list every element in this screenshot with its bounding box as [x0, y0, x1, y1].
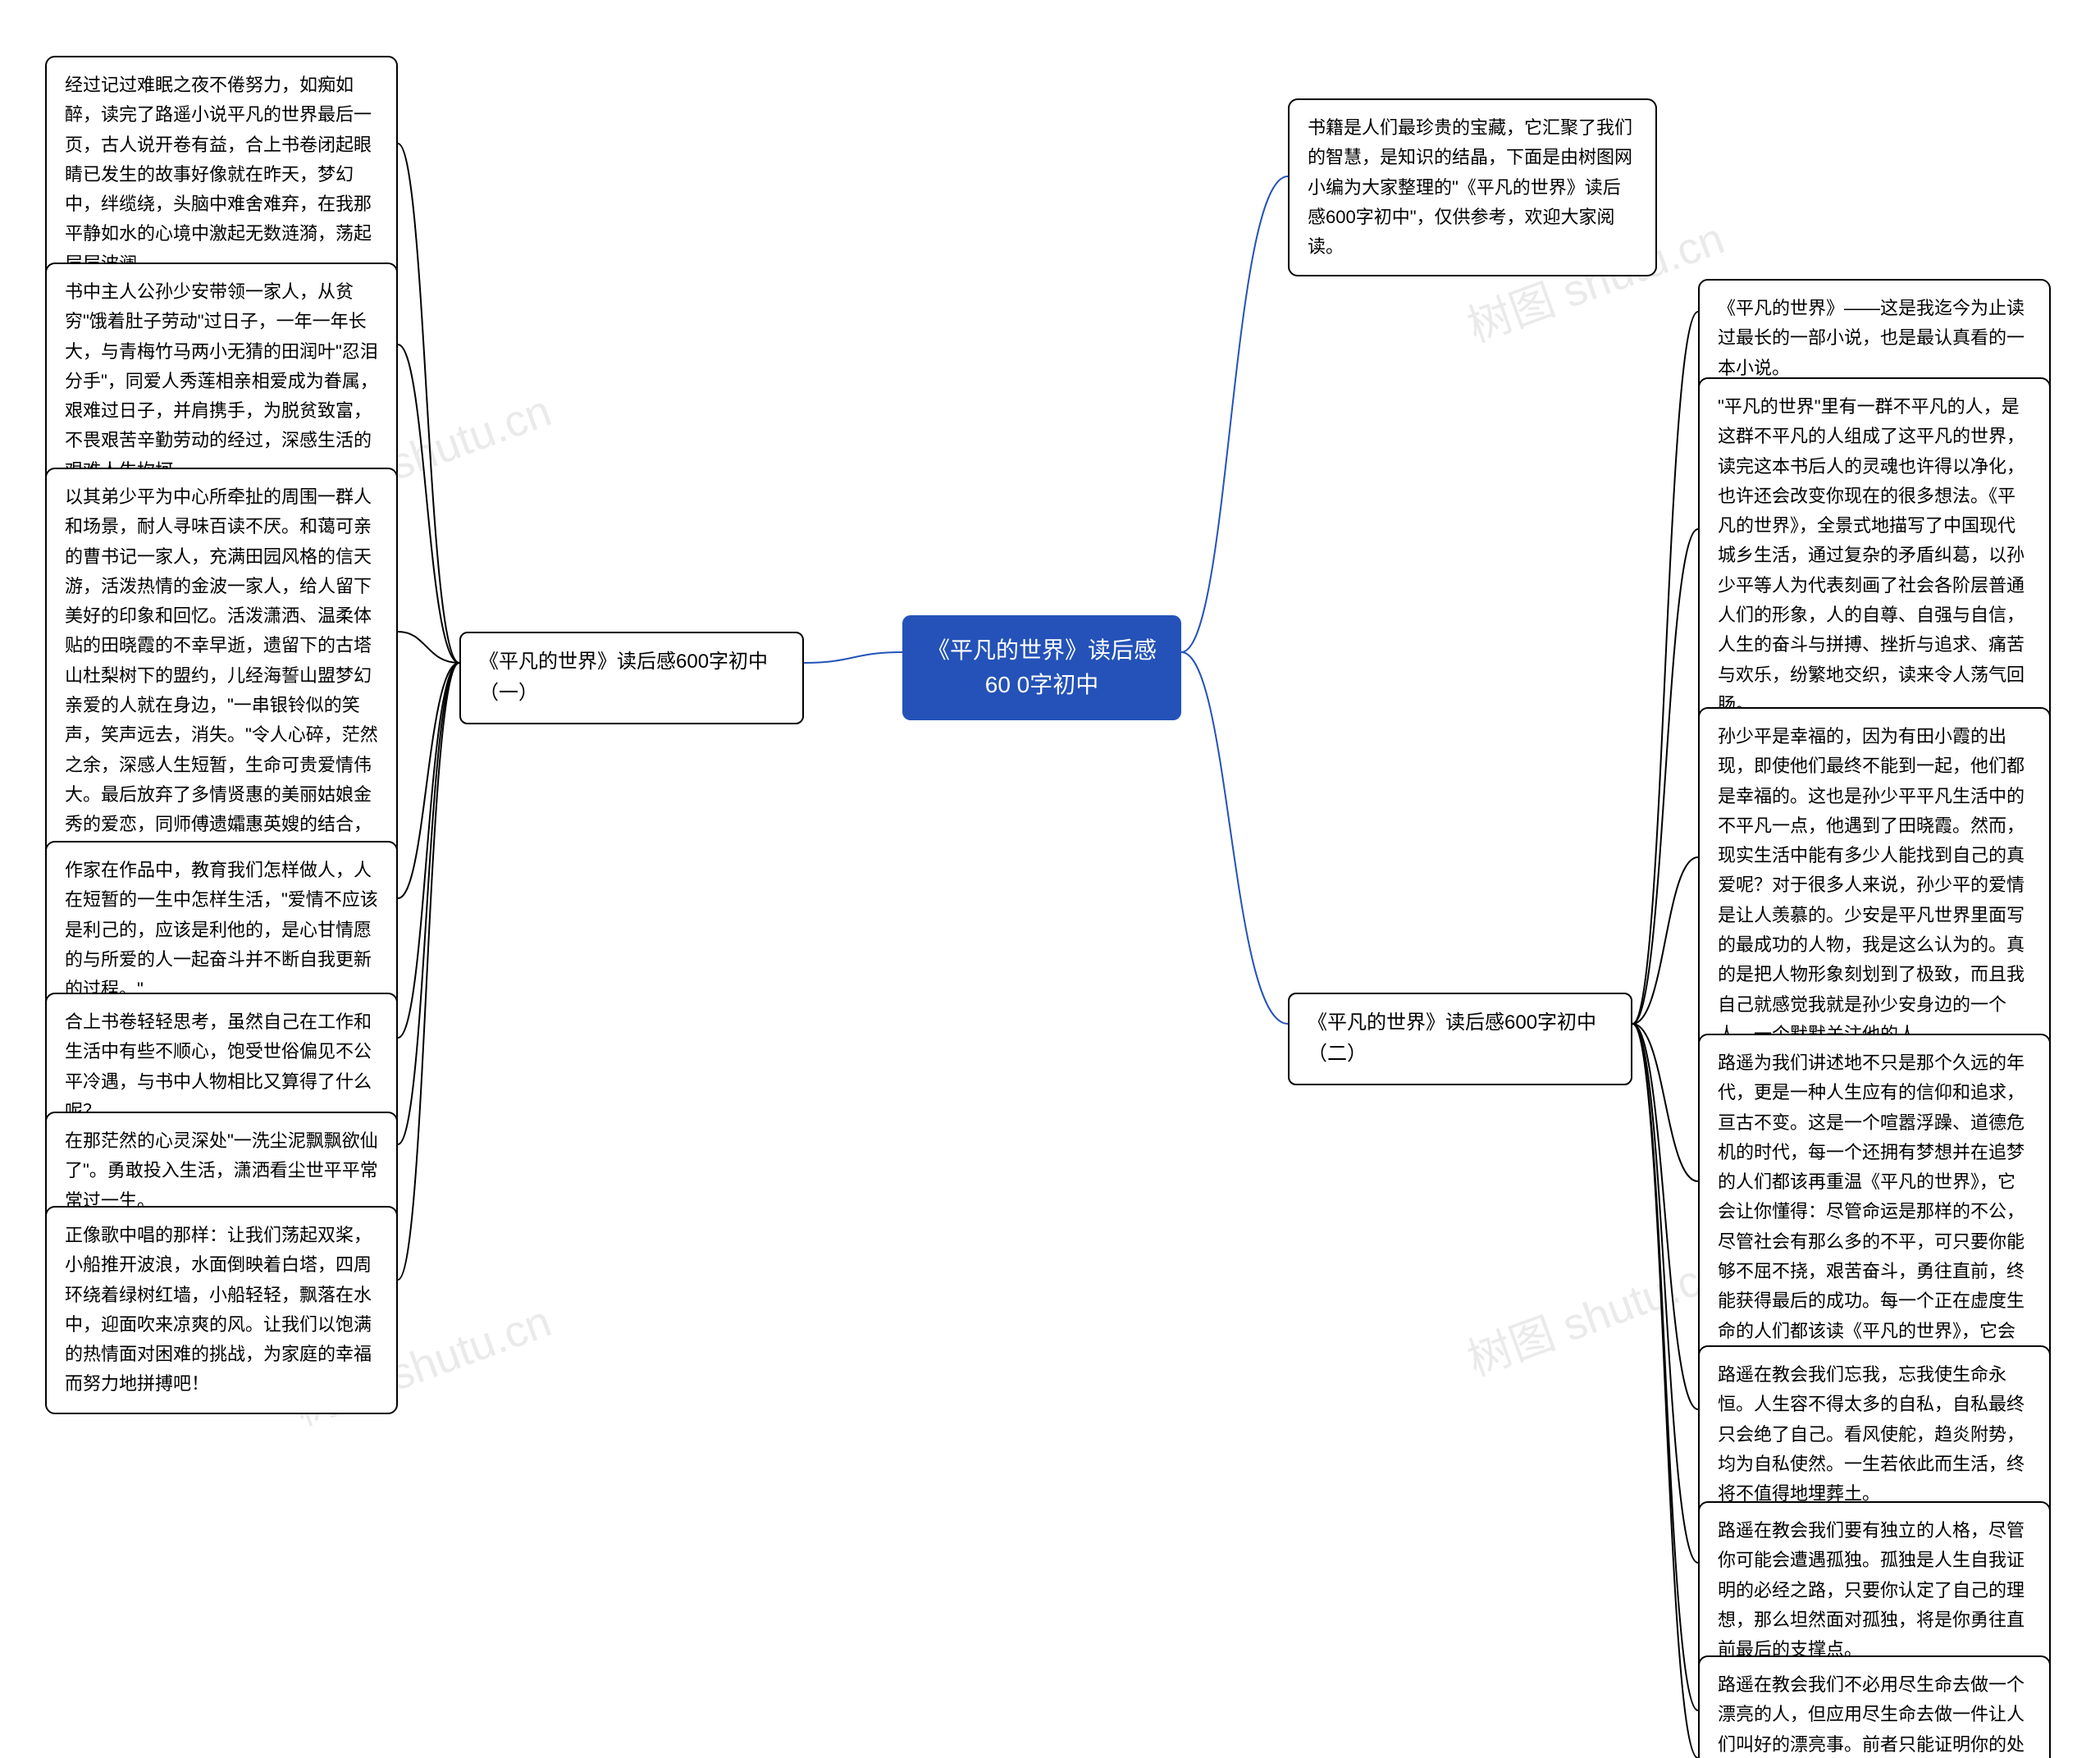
mindmap-canvas: 树图 shutu.cn 树图 shutu.cn 树图 shutu.cn 树图 s… [0, 0, 2100, 1758]
branch-node-1[interactable]: 《平凡的世界》读后感600字初中（一） [459, 632, 804, 724]
leaf-text: 路遥在教会我们忘我，忘我使生命永恒。人生容不得太多的自私，自私最终只会绝了自己。… [1718, 1364, 2025, 1504]
leaf-text: 书中主人公孙少安带领一家人，从贫穷"饿着肚子劳动"过日子，一年一年长大，与青梅竹… [65, 281, 378, 481]
leaf-text: 以其弟少平为中心所牵扯的周围一群人和场景，耐人寻味百读不厌。和蔼可亲的曹书记一家… [65, 486, 378, 865]
root-node[interactable]: 《平凡的世界》读后感60 0字初中 [902, 615, 1181, 720]
leaf-text: 合上书卷轻轻思考，虽然自己在工作和生活中有些不顺心，饱受世俗偏见不公平冷遇，与书… [65, 1011, 372, 1121]
leaf-text: 在那茫然的心灵深处"一洗尘泥飘飘欲仙了"。勇敢投入生活，潇洒看尘世平平常常过一生… [65, 1130, 378, 1211]
leaf-node[interactable]: 路遥在教会我们要有独立的人格，尽管你可能会遭遇孤独。孤独是人生自我证明的必经之路… [1698, 1501, 2051, 1679]
leaf-node[interactable]: 经过记过难眠之夜不倦努力，如痴如醉，读完了路遥小说平凡的世界最后一页，古人说开卷… [45, 56, 398, 294]
leaf-node[interactable]: 正像歌中唱的那样：让我们荡起双桨，小船推开波浪，水面倒映着白塔，四周环绕着绿树红… [45, 1206, 398, 1414]
leaf-text: 孙少平是幸福的，因为有田小霞的出现，即使他们最终不能到一起，他们都是幸福的。这也… [1718, 726, 2025, 1044]
leaf-text: 正像歌中唱的那样：让我们荡起双桨，小船推开波浪，水面倒映着白塔，四周环绕着绿树红… [65, 1225, 372, 1394]
leaf-node[interactable]: "平凡的世界"里有一群不平凡的人，是这群不平凡的人组成了这平凡的世界，读完这本书… [1698, 377, 2051, 734]
branch-node-2[interactable]: 《平凡的世界》读后感600字初中（二） [1288, 993, 1632, 1085]
branch-label: 《平凡的世界》读后感600字初中（一） [479, 651, 768, 704]
intro-node[interactable]: 书籍是人们最珍贵的宝藏，它汇聚了我们的智慧，是知识的结晶，下面是由树图网小编为大… [1288, 98, 1657, 276]
leaf-node[interactable]: 路遥在教会我们不必用尽生命去做一个漂亮的人，但应用尽生命去做一件让人们叫好的漂亮… [1698, 1655, 2051, 1758]
branch-label: 《平凡的世界》读后感600字初中（二） [1308, 1011, 1596, 1065]
leaf-text: 路遥在教会我们不必用尽生命去做一个漂亮的人，但应用尽生命去做一件让人们叫好的漂亮… [1718, 1674, 2025, 1758]
leaf-node[interactable]: 书中主人公孙少安带领一家人，从贫穷"饿着肚子劳动"过日子，一年一年长大，与青梅竹… [45, 263, 398, 500]
watermark: 树图 shutu.cn [1457, 1235, 1731, 1388]
leaf-text: "平凡的世界"里有一群不平凡的人，是这群不平凡的人组成了这平凡的世界，读完这本书… [1718, 396, 2025, 715]
leaf-node[interactable]: 以其弟少平为中心所牵扯的周围一群人和场景，耐人寻味百读不厌。和蔼可亲的曹书记一家… [45, 468, 398, 884]
intro-text: 书籍是人们最珍贵的宝藏，它汇聚了我们的智慧，是知识的结晶，下面是由树图网小编为大… [1308, 117, 1632, 257]
leaf-text: 路遥为我们讲述地不只是那个久远的年代，更是一种人生应有的信仰和追求，亘古不变。这… [1718, 1053, 2025, 1371]
leaf-text: 经过记过难眠之夜不倦努力，如痴如醉，读完了路遥小说平凡的世界最后一页，古人说开卷… [65, 75, 372, 274]
leaf-text: 路遥在教会我们要有独立的人格，尽管你可能会遭遇孤独。孤独是人生自我证明的必经之路… [1718, 1520, 2025, 1660]
root-text: 《平凡的世界》读后感60 0字初中 [927, 637, 1157, 697]
leaf-node[interactable]: 路遥在教会我们忘我，忘我使生命永恒。人生容不得太多的自私，自私最终只会绝了自己。… [1698, 1345, 2051, 1523]
leaf-text: 《平凡的世界》——这是我迄今为止读过最长的一部小说，也是最认真看的一本小说。 [1718, 298, 2025, 378]
leaf-node[interactable]: 孙少平是幸福的，因为有田小霞的出现，即使他们最终不能到一起，他们都是幸福的。这也… [1698, 707, 2051, 1064]
leaf-node[interactable]: 路遥为我们讲述地不只是那个久远的年代，更是一种人生应有的信仰和追求，亘古不变。这… [1698, 1034, 2051, 1390]
leaf-text: 作家在作品中，教育我们怎样做人，人在短暂的一生中怎样生活，"爱情不应该是利己的，… [65, 860, 378, 999]
